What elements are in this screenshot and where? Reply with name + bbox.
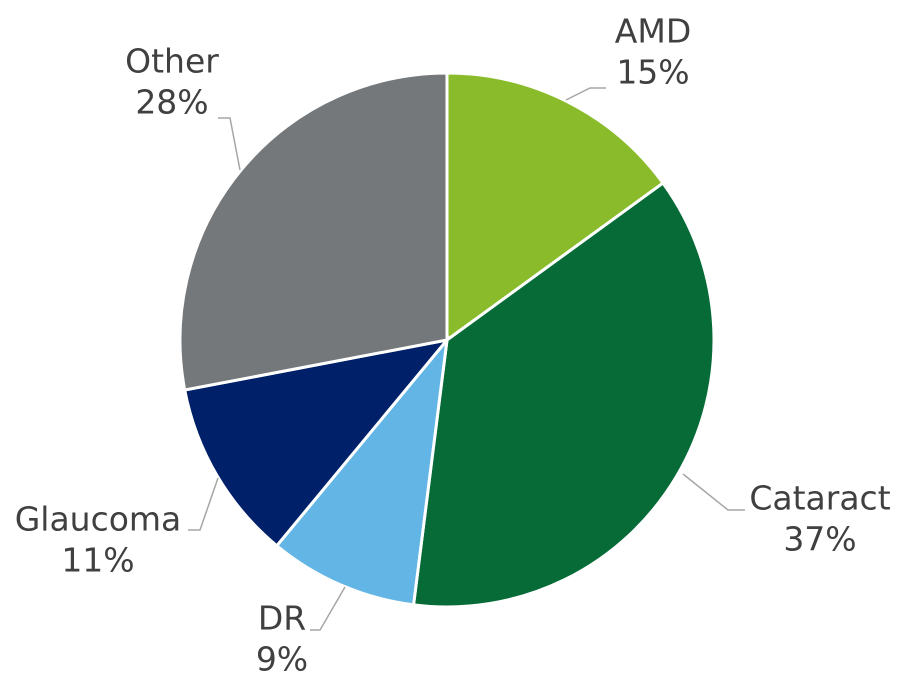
value-label: 9% — [256, 640, 308, 675]
value-label: 37% — [783, 520, 856, 559]
leader-line — [218, 117, 241, 171]
category-label: AMD — [615, 12, 691, 51]
leader-line — [565, 87, 606, 101]
pie-slice — [274, 335, 450, 607]
value-label: 15% — [616, 53, 689, 92]
pie-slice — [445, 71, 666, 343]
value-label: 11% — [61, 541, 134, 580]
leader-line — [682, 473, 745, 511]
category-label: Other — [125, 42, 219, 81]
pie-slice — [182, 337, 451, 548]
pie-slice — [411, 180, 716, 609]
leader-line — [188, 477, 219, 531]
category-label: Cataract — [749, 479, 890, 518]
category-label: DR — [258, 599, 306, 638]
pie-slice — [178, 71, 449, 392]
value-label: 28% — [135, 83, 208, 122]
category-label: Glaucoma — [15, 500, 182, 539]
leader-line — [310, 586, 346, 631]
